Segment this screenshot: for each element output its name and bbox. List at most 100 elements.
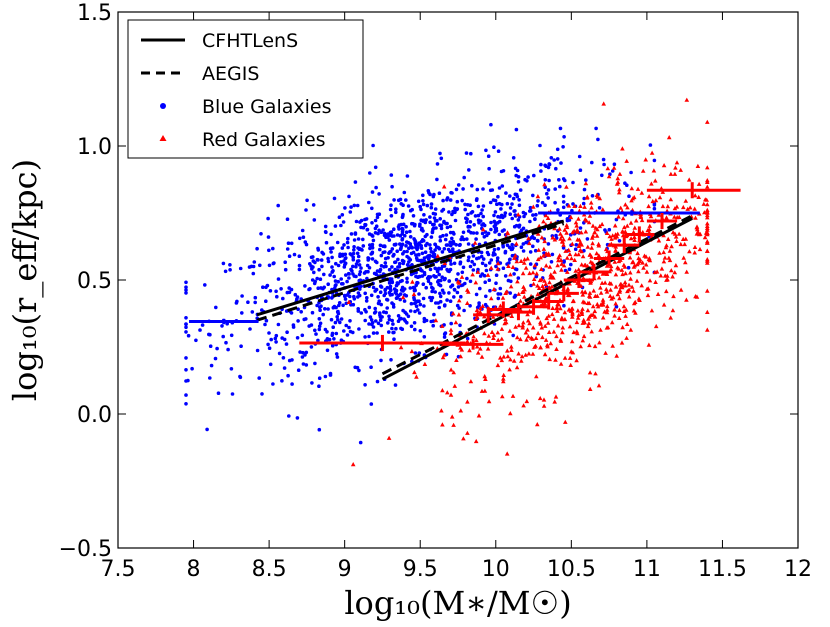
blue-galaxy-point xyxy=(484,268,489,273)
blue-galaxy-point xyxy=(429,205,434,210)
blue-galaxy-point xyxy=(355,251,360,256)
blue-galaxy-point xyxy=(368,171,372,175)
blue-galaxy-point xyxy=(205,427,209,432)
blue-galaxy-point xyxy=(282,366,287,370)
red-galaxy-point xyxy=(575,315,581,320)
red-galaxy-point xyxy=(705,178,710,183)
blue-galaxy-point xyxy=(298,350,302,354)
red-galaxy-point xyxy=(554,304,560,310)
red-galaxy-point xyxy=(672,270,678,275)
blue-galaxy-point xyxy=(376,321,381,326)
red-galaxy-point xyxy=(585,244,591,249)
red-galaxy-point xyxy=(453,320,459,325)
blue-galaxy-point xyxy=(309,345,314,349)
blue-galaxy-point xyxy=(487,278,492,283)
blue-galaxy-point xyxy=(369,365,373,370)
red-galaxy-point xyxy=(629,284,635,289)
red-galaxy-point xyxy=(445,390,450,395)
red-galaxy-point xyxy=(535,283,540,288)
blue-galaxy-point xyxy=(496,149,501,153)
red-galaxy-point xyxy=(580,306,585,311)
blue-galaxy-point xyxy=(448,299,453,304)
red-galaxy-point xyxy=(693,294,698,299)
blue-galaxy-point xyxy=(567,218,572,222)
blue-galaxy-point xyxy=(518,188,523,192)
red-galaxy-point xyxy=(559,267,564,272)
red-galaxy-point xyxy=(632,234,637,239)
red-galaxy-point xyxy=(553,357,558,362)
red-galaxy-point xyxy=(668,171,674,176)
blue-galaxy-point xyxy=(439,223,444,228)
blue-galaxy-point xyxy=(399,222,404,227)
blue-galaxy-point xyxy=(216,391,221,396)
blue-galaxy-point xyxy=(348,210,353,214)
blue-galaxy-point xyxy=(289,241,294,246)
red-galaxy-point xyxy=(490,314,496,319)
blue-galaxy-point xyxy=(396,198,401,203)
blue-galaxy-point xyxy=(514,192,519,197)
blue-galaxy-point xyxy=(184,322,188,327)
blue-galaxy-point xyxy=(314,332,318,336)
red-galaxy-point xyxy=(535,291,541,297)
blue-galaxy-point xyxy=(221,261,226,266)
blue-galaxy-point xyxy=(492,247,497,252)
red-galaxy-point xyxy=(673,234,679,239)
blue-galaxy-point xyxy=(404,244,408,248)
blue-galaxy-point xyxy=(329,250,333,254)
blue-galaxy-point xyxy=(531,193,535,198)
blue-galaxy-point xyxy=(528,219,532,224)
red-galaxy-point xyxy=(530,351,536,356)
blue-galaxy-point xyxy=(266,235,271,239)
red-galaxy-point xyxy=(468,379,474,384)
red-galaxy-point xyxy=(561,263,567,268)
red-galaxy-point xyxy=(620,271,625,277)
blue-galaxy-point xyxy=(596,137,600,142)
red-galaxy-point xyxy=(547,264,553,269)
blue-galaxy-point xyxy=(543,178,548,182)
red-galaxy-point xyxy=(479,354,485,359)
red-galaxy-point xyxy=(562,227,567,232)
blue-galaxy-point xyxy=(413,327,417,332)
blue-galaxy-point xyxy=(379,323,384,328)
blue-galaxy-point xyxy=(409,301,414,306)
blue-galaxy-point xyxy=(330,265,334,269)
blue-galaxy-point xyxy=(449,321,454,326)
red-galaxy-point xyxy=(599,221,605,227)
blue-galaxy-point xyxy=(455,207,459,212)
red-galaxy-point xyxy=(549,311,555,317)
blue-galaxy-point xyxy=(260,392,264,396)
red-galaxy-point xyxy=(465,300,470,305)
red-galaxy-point xyxy=(612,313,617,318)
blue-galaxy-point xyxy=(421,193,425,198)
red-galaxy-point xyxy=(525,327,530,332)
blue-galaxy-point xyxy=(363,222,367,227)
blue-galaxy-point xyxy=(493,230,497,234)
red-galaxy-point xyxy=(521,260,527,265)
blue-galaxy-point xyxy=(339,338,344,343)
blue-galaxy-point xyxy=(379,302,384,307)
red-galaxy-point xyxy=(592,308,598,314)
blue-galaxy-point xyxy=(369,402,374,406)
blue-galaxy-point xyxy=(407,256,411,260)
x-tick-label: 11 xyxy=(633,557,661,582)
red-galaxy-point xyxy=(448,327,454,332)
blue-galaxy-point xyxy=(419,258,424,263)
blue-galaxy-point xyxy=(345,240,350,245)
red-galaxy-point xyxy=(451,422,456,427)
red-galaxy-point xyxy=(626,294,632,299)
blue-galaxy-point xyxy=(501,169,506,173)
blue-galaxy-point xyxy=(336,263,341,268)
y-tick-label: 1.5 xyxy=(77,1,112,26)
blue-galaxy-point xyxy=(521,210,526,215)
blue-galaxy-point xyxy=(311,265,315,269)
blue-galaxy-point xyxy=(448,224,453,229)
blue-galaxy-point xyxy=(428,243,432,247)
blue-galaxy-point xyxy=(514,223,519,228)
blue-galaxy-point xyxy=(386,255,390,260)
blue-galaxy-point xyxy=(259,232,263,236)
blue-galaxy-point xyxy=(300,355,305,359)
red-galaxy-point xyxy=(669,244,674,249)
blue-galaxy-point xyxy=(408,286,413,290)
blue-galaxy-point xyxy=(383,291,388,296)
blue-galaxy-point xyxy=(400,232,405,236)
